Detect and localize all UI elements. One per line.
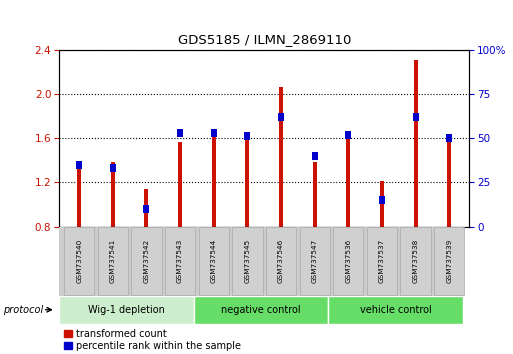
Bar bbox=[245, 140, 249, 227]
Bar bbox=[144, 205, 149, 213]
Bar bbox=[446, 134, 452, 142]
Bar bbox=[77, 162, 81, 227]
Text: GSM737540: GSM737540 bbox=[76, 239, 82, 283]
Bar bbox=[380, 181, 384, 227]
Title: GDS5185 / ILMN_2869110: GDS5185 / ILMN_2869110 bbox=[177, 33, 351, 46]
FancyBboxPatch shape bbox=[64, 227, 94, 295]
Bar bbox=[76, 161, 82, 169]
Bar bbox=[279, 87, 283, 227]
FancyBboxPatch shape bbox=[333, 227, 363, 295]
Bar bbox=[244, 132, 250, 140]
Bar bbox=[447, 140, 451, 227]
Text: protocol: protocol bbox=[3, 305, 43, 315]
FancyBboxPatch shape bbox=[434, 227, 464, 295]
Bar bbox=[211, 129, 217, 137]
FancyBboxPatch shape bbox=[367, 227, 397, 295]
Text: vehicle control: vehicle control bbox=[360, 305, 431, 315]
Bar bbox=[145, 189, 148, 227]
FancyBboxPatch shape bbox=[266, 227, 296, 295]
Bar bbox=[278, 113, 284, 121]
Bar bbox=[111, 162, 115, 227]
Text: GSM737541: GSM737541 bbox=[110, 239, 116, 283]
Bar bbox=[413, 59, 418, 227]
Text: GSM737536: GSM737536 bbox=[345, 239, 351, 283]
Text: GSM737545: GSM737545 bbox=[244, 239, 250, 283]
Text: GSM737544: GSM737544 bbox=[211, 239, 216, 283]
Text: GSM737542: GSM737542 bbox=[144, 239, 149, 283]
Text: GSM737546: GSM737546 bbox=[278, 239, 284, 283]
Bar bbox=[311, 152, 318, 160]
FancyBboxPatch shape bbox=[193, 296, 328, 324]
Text: GSM737537: GSM737537 bbox=[379, 239, 385, 283]
FancyBboxPatch shape bbox=[300, 227, 330, 295]
FancyBboxPatch shape bbox=[97, 227, 128, 295]
Text: GSM737547: GSM737547 bbox=[312, 239, 318, 283]
Bar bbox=[177, 129, 183, 137]
Bar bbox=[312, 162, 317, 227]
Bar bbox=[379, 196, 385, 204]
Text: GSM737543: GSM737543 bbox=[177, 239, 183, 283]
Bar bbox=[212, 129, 216, 227]
Text: GSM737539: GSM737539 bbox=[446, 239, 452, 283]
Text: Wig-1 depletion: Wig-1 depletion bbox=[88, 305, 165, 315]
Text: negative control: negative control bbox=[221, 305, 301, 315]
FancyBboxPatch shape bbox=[199, 227, 229, 295]
FancyBboxPatch shape bbox=[165, 227, 195, 295]
FancyBboxPatch shape bbox=[59, 296, 193, 324]
FancyBboxPatch shape bbox=[401, 227, 431, 295]
Legend: transformed count, percentile rank within the sample: transformed count, percentile rank withi… bbox=[64, 329, 242, 351]
Bar bbox=[345, 131, 351, 138]
FancyBboxPatch shape bbox=[131, 227, 162, 295]
Bar bbox=[412, 113, 419, 121]
Bar bbox=[178, 143, 182, 227]
Bar bbox=[110, 164, 116, 172]
Bar bbox=[346, 134, 350, 227]
FancyBboxPatch shape bbox=[232, 227, 263, 295]
FancyBboxPatch shape bbox=[328, 296, 463, 324]
Text: GSM737538: GSM737538 bbox=[412, 239, 419, 283]
